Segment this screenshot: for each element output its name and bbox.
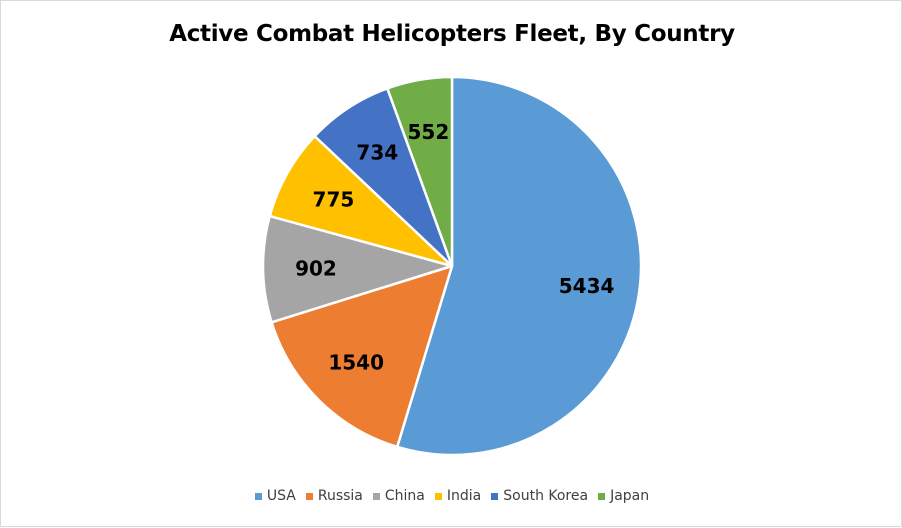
pie-slice-china <box>261 214 454 324</box>
pie-slice-japan <box>386 75 454 268</box>
legend-label: China <box>384 488 425 504</box>
legend-swatch <box>598 492 606 500</box>
legend-label: USA <box>266 488 296 504</box>
legend-label: South Korea <box>503 488 589 504</box>
legend-item-usa: USA <box>254 488 296 504</box>
data-label-usa: 5434 <box>559 274 615 298</box>
data-label-japan: 552 <box>407 120 449 144</box>
legend-item-india: India <box>434 488 482 504</box>
legend-item-south-korea: South Korea <box>491 488 588 504</box>
pie-slice-india <box>268 134 454 268</box>
data-label-south-korea: 734 <box>356 140 398 164</box>
legend-label: Japan <box>610 488 650 504</box>
legend-label: Russia <box>317 488 363 504</box>
data-label-india: 775 <box>313 187 355 211</box>
legend-swatch <box>491 492 499 500</box>
legend-swatch <box>372 492 380 500</box>
data-label-china: 902 <box>295 256 337 280</box>
chart-title: Active Combat Helicopters Fleet, By Coun… <box>169 21 735 47</box>
legend-swatch <box>254 492 262 500</box>
legend-item-russia: Russia <box>305 488 363 504</box>
legend-item-japan: Japan <box>598 488 649 504</box>
legend-item-china: China <box>372 488 425 504</box>
chart-legend: USA Russia China India South Korea Japan <box>1 486 902 506</box>
pie-slice-usa <box>395 75 643 457</box>
legend-swatch <box>305 492 313 500</box>
pie-slice-russia <box>270 264 454 449</box>
data-label-russia: 1540 <box>328 351 384 375</box>
legend-swatch <box>434 492 442 500</box>
legend-label: India <box>446 488 482 504</box>
